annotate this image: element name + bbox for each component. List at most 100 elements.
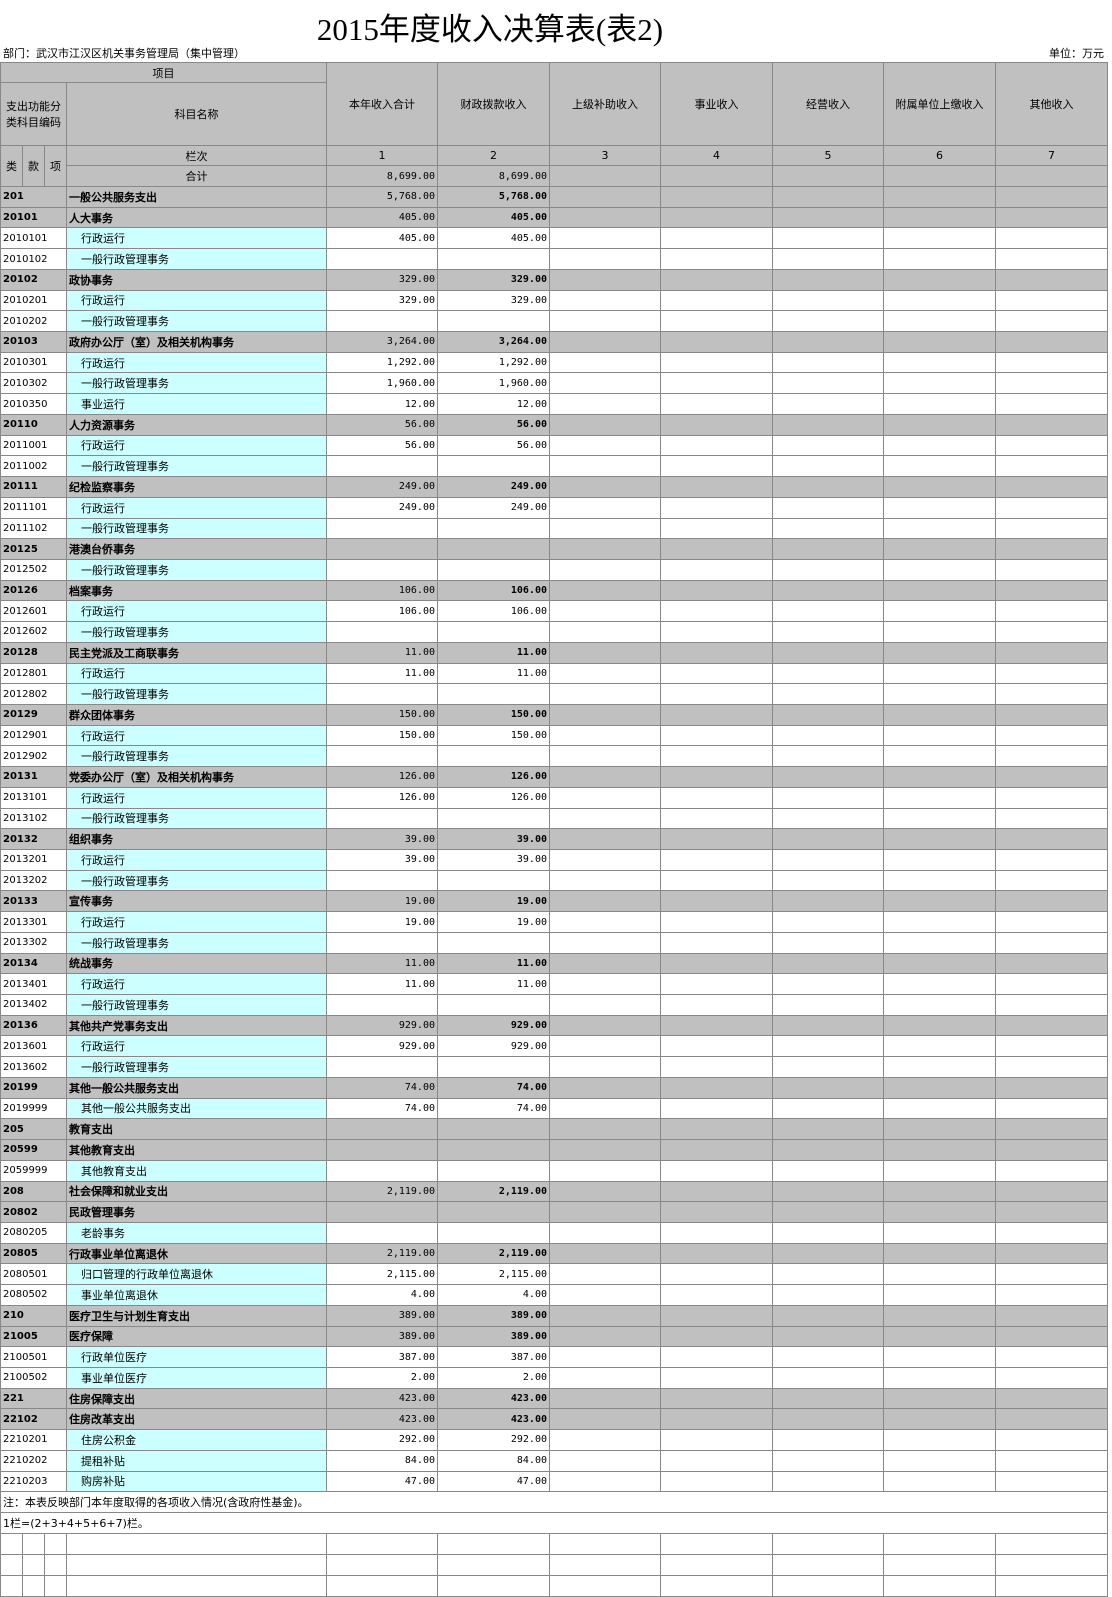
- cell: 2210201: [0, 1429, 67, 1451]
- cell: [549, 227, 661, 250]
- cell: 注：本表反映部门本年度取得的各项收入情况(含政府性基金)。: [0, 1491, 1108, 1514]
- cell: [995, 1429, 1108, 1451]
- cell: [883, 890, 996, 913]
- cell: [772, 1408, 884, 1431]
- row: 20125 港澳台侨事务: [0, 538, 1108, 560]
- cell: [772, 786, 884, 809]
- cell: 11.00: [437, 973, 550, 996]
- cell: [326, 1221, 438, 1244]
- cell: [995, 1575, 1108, 1597]
- row: 2013101 行政运行 126.00 126.00: [0, 786, 1108, 809]
- cell: [772, 455, 884, 478]
- cell: 1,292.00: [326, 351, 438, 374]
- cell: [22, 1554, 45, 1577]
- cell: [549, 372, 661, 395]
- cell: 74.00: [437, 1076, 550, 1099]
- cell: [660, 1449, 773, 1472]
- cell: [772, 413, 884, 436]
- cell: 行政事业单位离退休: [66, 1242, 327, 1265]
- row: [0, 1554, 1108, 1577]
- cell: 2013402: [0, 994, 67, 1016]
- cell: [772, 1325, 884, 1348]
- cell: 20110: [0, 413, 67, 436]
- cell: [660, 1159, 773, 1182]
- row: 2012902 一般行政管理事务: [0, 745, 1108, 768]
- row: 2013102 一般行政管理事务: [0, 807, 1108, 830]
- cell: [772, 289, 884, 312]
- cell: [549, 952, 661, 975]
- cell: [995, 724, 1108, 747]
- row: 205 教育支出: [0, 1118, 1108, 1141]
- cell: 2010350: [0, 393, 67, 415]
- title: 2015年度收入决算表(表2): [316, 12, 664, 47]
- cell: [772, 1014, 884, 1037]
- cell: [549, 828, 661, 850]
- cell: 一般行政管理事务: [66, 745, 327, 768]
- cell: [995, 683, 1108, 705]
- cell: [772, 911, 884, 933]
- cell: [660, 248, 773, 270]
- cell: [549, 662, 661, 685]
- cell: [549, 1304, 661, 1327]
- cell: [883, 434, 996, 457]
- cell: [995, 621, 1108, 643]
- cell: 423.00: [437, 1387, 550, 1410]
- cell: [995, 538, 1108, 560]
- cell: 2012601: [0, 600, 67, 623]
- cell: [549, 1470, 661, 1493]
- cell: 群众团体事务: [66, 703, 327, 726]
- cell: [549, 1076, 661, 1099]
- cell: 150.00: [326, 724, 438, 747]
- cell: [995, 310, 1108, 333]
- cell: [549, 724, 661, 747]
- cell: [883, 1076, 996, 1099]
- cell: [995, 1180, 1108, 1203]
- cell: 292.00: [437, 1429, 550, 1451]
- cell: 56.00: [326, 413, 438, 436]
- cell: [995, 807, 1108, 830]
- cell: [883, 496, 996, 519]
- cell: [660, 558, 773, 581]
- cell: [995, 206, 1108, 229]
- cell: 249.00: [437, 496, 550, 519]
- cell: [549, 248, 661, 270]
- cell: [772, 1139, 884, 1161]
- cell: [660, 413, 773, 436]
- row: 20136 其他共产党事务支出 929.00 929.00: [0, 1014, 1108, 1037]
- cell: [772, 890, 884, 913]
- cell: 党委办公厅（室）及相关机构事务: [66, 766, 327, 788]
- cell: [995, 869, 1108, 892]
- cell: [549, 476, 661, 498]
- cell: [883, 1035, 996, 1058]
- cell: [549, 1533, 661, 1556]
- cell: [549, 1221, 661, 1244]
- cell: 12.00: [326, 393, 438, 415]
- cell: [995, 227, 1108, 250]
- cell: 19.00: [437, 890, 550, 913]
- cell: 3,264.00: [326, 331, 438, 353]
- cell: [549, 1284, 661, 1306]
- row: 20199 其他一般公共服务支出 74.00 74.00: [0, 1076, 1108, 1099]
- cell: [772, 807, 884, 830]
- cell: 2,119.00: [437, 1242, 550, 1265]
- cell: [995, 1408, 1108, 1431]
- cell: 2010102: [0, 248, 67, 270]
- cell: [660, 1201, 773, 1223]
- row: 2010201 行政运行 329.00 329.00: [0, 289, 1108, 312]
- cell: [772, 1575, 884, 1597]
- cell: [883, 268, 996, 291]
- cell: 74.00: [326, 1097, 438, 1120]
- cell: [660, 703, 773, 726]
- cell: [772, 331, 884, 353]
- cell: 19.00: [326, 911, 438, 933]
- cell: [883, 1242, 996, 1265]
- cell: [326, 1533, 438, 1556]
- cell: 11.00: [437, 662, 550, 685]
- cell: 39.00: [437, 849, 550, 871]
- cell: [995, 703, 1108, 726]
- cell: [883, 994, 996, 1016]
- cell: [437, 1118, 550, 1141]
- row: 2010350 事业运行 12.00 12.00: [0, 393, 1108, 415]
- cell: [549, 869, 661, 892]
- cell: [660, 641, 773, 664]
